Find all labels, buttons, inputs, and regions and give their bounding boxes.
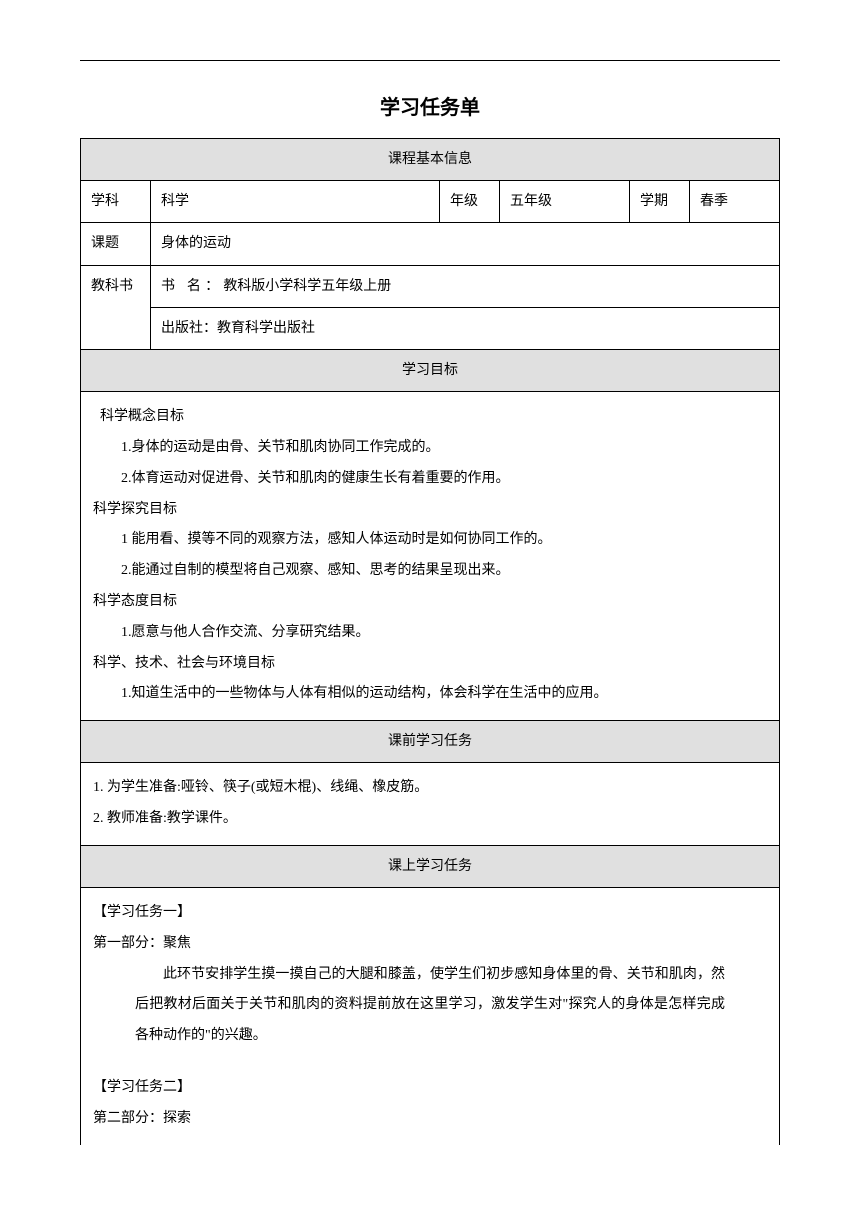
book-value: 教科版小学科学五年级上册	[223, 279, 391, 294]
grade-label: 年级	[440, 181, 500, 223]
stse-item-1: 1.知道生活中的一些物体与人体有相似的运动结构，体会科学在生活中的应用。	[93, 679, 767, 710]
preclass-item-2: 2. 教师准备:教学课件。	[93, 804, 767, 835]
task2-part: 第二部分：探索	[93, 1104, 767, 1135]
inquiry-item-1: 1 能用看、摸等不同的观察方法，感知人体运动时是如何协同工作的。	[93, 525, 767, 556]
attitude-title: 科学态度目标	[93, 587, 767, 618]
page-title: 学习任务单	[80, 91, 780, 120]
grade-value: 五年级	[500, 181, 630, 223]
inclass-content: 【学习任务一】 第一部分：聚焦 此环节安排学生摸一摸自己的大腿和膝盖，使学生们初…	[81, 888, 780, 1145]
semester-label: 学期	[630, 181, 690, 223]
book-cell: 书 名：教科版小学科学五年级上册	[151, 265, 780, 307]
concept-item-2: 2.体育运动对促进骨、关节和肌肉的健康生长有着重要的作用。	[93, 464, 767, 495]
objectives-content: 科学概念目标 1.身体的运动是由骨、关节和肌肉协同工作完成的。 2.体育运动对促…	[81, 392, 780, 721]
inquiry-title: 科学探究目标	[93, 495, 767, 526]
task1-part: 第一部分：聚焦	[93, 929, 767, 960]
preclass-item-1: 1. 为学生准备:哑铃、筷子(或短木棍)、线绳、橡皮筋。	[93, 773, 767, 804]
top-divider	[80, 60, 780, 61]
topic-row: 课题 身体的运动	[81, 223, 780, 265]
inclass-header: 课上学习任务	[81, 845, 780, 887]
task1-body: 此环节安排学生摸一摸自己的大腿和膝盖，使学生们初步感知身体里的骨、关节和肌肉，然…	[93, 960, 767, 1052]
textbook-label: 教科书	[81, 265, 151, 349]
semester-value: 春季	[690, 181, 780, 223]
subject-row: 学科 科学 年级 五年级 学期 春季	[81, 181, 780, 223]
publisher-value: 教育科学出版社	[217, 321, 315, 336]
subject-label: 学科	[81, 181, 151, 223]
preclass-content: 1. 为学生准备:哑铃、筷子(或短木棍)、线绳、橡皮筋。 2. 教师准备:教学课…	[81, 763, 780, 846]
concept-title: 科学概念目标	[93, 402, 767, 433]
preclass-header: 课前学习任务	[81, 721, 780, 763]
task1-title: 【学习任务一】	[93, 898, 767, 929]
attitude-item-1: 1.愿意与他人合作交流、分享研究结果。	[93, 618, 767, 649]
publisher-label-text: 出版社：	[161, 321, 217, 336]
textbook-row-1: 教科书 书 名：教科版小学科学五年级上册	[81, 265, 780, 307]
textbook-row-2: 出版社：教育科学出版社	[81, 307, 780, 349]
worksheet-table: 课程基本信息 学科 科学 年级 五年级 学期 春季 课题 身体的运动 教科书 书…	[80, 138, 780, 1145]
subject-value: 科学	[151, 181, 440, 223]
spacer	[93, 1052, 767, 1073]
publisher-cell: 出版社：教育科学出版社	[151, 307, 780, 349]
topic-value: 身体的运动	[151, 223, 780, 265]
objectives-header: 学习目标	[81, 349, 780, 391]
basic-info-header: 课程基本信息	[81, 139, 780, 181]
inquiry-item-2: 2.能通过自制的模型将自己观察、感知、思考的结果呈现出来。	[93, 556, 767, 587]
book-label-text: 书 名：	[161, 279, 223, 294]
task2-title: 【学习任务二】	[93, 1073, 767, 1104]
topic-label: 课题	[81, 223, 151, 265]
concept-item-1: 1.身体的运动是由骨、关节和肌肉协同工作完成的。	[93, 433, 767, 464]
stse-title: 科学、技术、社会与环境目标	[93, 649, 767, 680]
